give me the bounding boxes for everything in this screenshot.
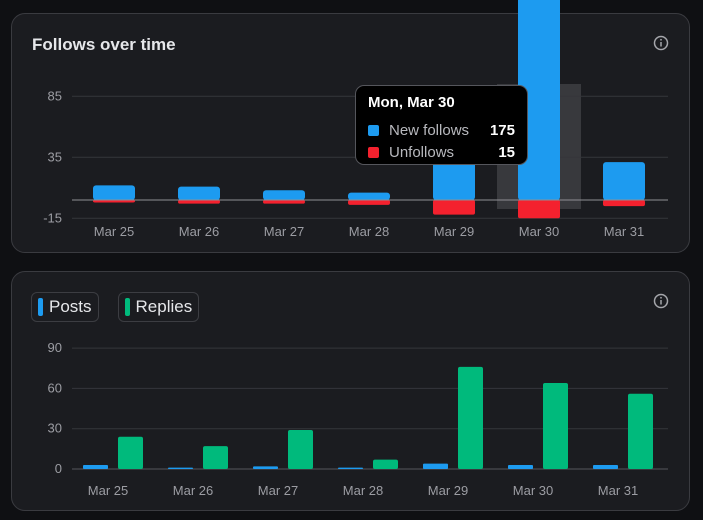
new-follows-bar	[178, 186, 220, 200]
new-follows-bar	[263, 190, 305, 200]
replies-bar	[203, 446, 228, 469]
y-tick-label: 90	[48, 340, 62, 355]
info-icon[interactable]	[653, 35, 669, 51]
tooltip-value: 15	[498, 143, 515, 161]
posts-bar	[508, 464, 533, 469]
tooltip-title: Mon, Mar 30	[368, 94, 455, 111]
new-follows-bar	[518, 0, 560, 200]
unfollows-bar	[93, 200, 135, 203]
x-tick-label: Mar 26	[179, 224, 219, 239]
replies-bar	[373, 459, 398, 469]
x-tick-label: Mar 27	[264, 224, 304, 239]
replies-bar	[288, 430, 313, 469]
x-tick-label: Mar 30	[519, 224, 559, 239]
replies-bar	[628, 393, 653, 469]
chart-legend: Posts Replies	[31, 292, 200, 322]
legend-replies-button[interactable]: Replies	[117, 292, 200, 322]
legend-replies-label: Replies	[135, 297, 193, 316]
x-tick-label: Mar 29	[434, 224, 474, 239]
y-tick-label: 0	[55, 461, 62, 476]
x-tick-label: Mar 29	[428, 483, 468, 498]
x-tick-label: Mar 30	[513, 483, 553, 498]
unfollows-bar	[263, 200, 305, 204]
unfollows-bar	[348, 200, 390, 205]
follows-card-title: Follows over time	[32, 35, 176, 54]
y-tick-label: 35	[48, 149, 62, 164]
activity-card: Posts Replies	[11, 271, 690, 511]
x-tick-label: Mar 31	[598, 483, 638, 498]
y-tick-label: 85	[48, 88, 62, 103]
new-follows-bar	[603, 162, 645, 200]
y-tick-label: 30	[48, 421, 62, 436]
y-tick-label: 60	[48, 380, 62, 395]
posts-bar	[168, 467, 193, 469]
new-follows-bar	[93, 185, 135, 200]
replies-bar	[458, 366, 483, 469]
replies-swatch	[124, 298, 130, 316]
info-icon[interactable]	[653, 293, 669, 309]
replies-bar	[118, 436, 143, 469]
replies-bar	[543, 383, 568, 469]
x-tick-label: Mar 28	[343, 483, 383, 498]
unfollows-swatch	[368, 146, 379, 158]
unfollows-bar	[603, 200, 645, 207]
new-follows-swatch	[368, 124, 379, 136]
posts-bar	[338, 467, 363, 469]
x-tick-label: Mar 27	[258, 483, 298, 498]
chart-tooltip: Mon, Mar 30 New follows 175 Unfollows 15	[355, 85, 528, 165]
tooltip-label: New follows	[389, 121, 470, 139]
x-tick-label: Mar 31	[604, 224, 644, 239]
x-tick-label: Mar 26	[173, 483, 213, 498]
tooltip-value: 175	[489, 121, 515, 139]
posts-swatch	[38, 298, 43, 316]
legend-posts-button[interactable]: Posts	[31, 292, 99, 322]
posts-bar	[83, 464, 108, 469]
y-tick-label: -15	[43, 210, 62, 225]
posts-bar	[253, 466, 278, 469]
tooltip-label: Unfollows	[389, 143, 455, 161]
unfollows-bar	[433, 200, 475, 215]
x-tick-label: Mar 25	[88, 483, 128, 498]
unfollows-bar	[518, 200, 560, 219]
new-follows-bar	[348, 192, 390, 200]
posts-bar	[593, 464, 618, 469]
unfollows-bar	[178, 200, 220, 204]
tooltip-row-new-follows: New follows 175	[368, 119, 515, 141]
x-tick-label: Mar 28	[349, 224, 389, 239]
tooltip-row-unfollows: Unfollows 15	[368, 141, 515, 163]
posts-bar	[423, 463, 448, 469]
x-tick-label: Mar 25	[94, 224, 134, 239]
legend-posts-label: Posts	[49, 297, 92, 316]
